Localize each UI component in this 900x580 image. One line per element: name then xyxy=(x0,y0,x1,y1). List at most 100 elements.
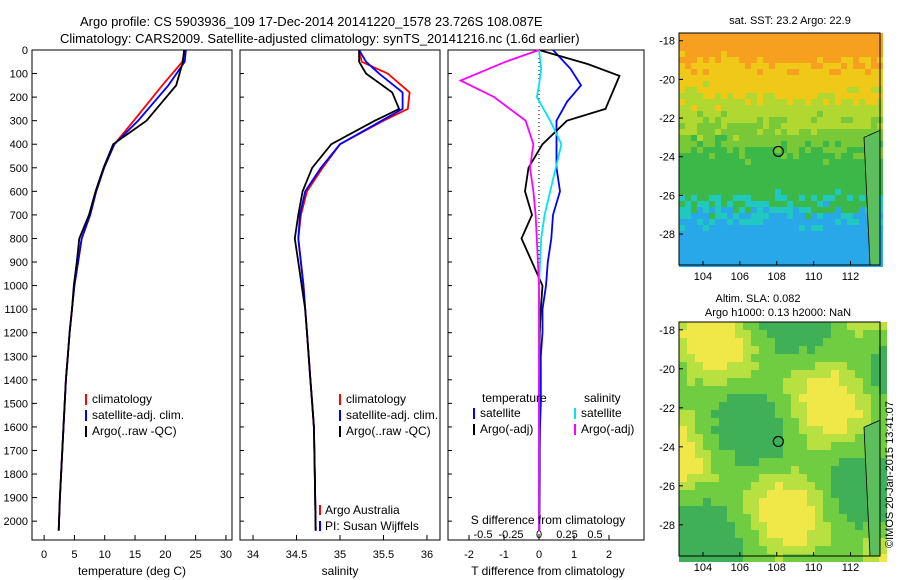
map-cell xyxy=(703,159,709,165)
map-cell xyxy=(823,434,831,442)
map-cell xyxy=(775,498,783,506)
map-cell xyxy=(751,426,759,434)
map-cell xyxy=(739,249,745,255)
map-cell xyxy=(719,522,727,530)
map-cell xyxy=(859,189,865,195)
map-cell xyxy=(839,338,847,346)
map-cell xyxy=(775,506,783,514)
map-cell xyxy=(829,69,835,75)
map-cell xyxy=(703,183,709,189)
map-cell xyxy=(799,255,805,261)
map-cell xyxy=(793,69,799,75)
map-cell xyxy=(839,514,847,522)
map-cell xyxy=(703,370,711,378)
map-cell xyxy=(871,386,879,394)
map-cell xyxy=(791,546,799,554)
map-cell xyxy=(757,87,763,93)
map-cell xyxy=(847,171,853,177)
map-cell xyxy=(679,255,685,261)
map-cell xyxy=(811,183,817,189)
map-cell xyxy=(815,394,823,402)
map-cell xyxy=(799,57,805,63)
map-cell xyxy=(847,538,855,546)
map-cell xyxy=(817,243,823,249)
map-cell xyxy=(815,482,823,490)
map-cell xyxy=(847,159,853,165)
map-cell xyxy=(823,51,829,57)
map-cell xyxy=(721,189,727,195)
depth-tick-label-0: 0 xyxy=(22,45,28,57)
map-cell xyxy=(831,370,839,378)
map-cell xyxy=(739,33,745,39)
map-cell xyxy=(787,147,793,153)
map-cell xyxy=(751,63,757,69)
map-cell xyxy=(817,261,823,267)
map-cell xyxy=(879,338,887,346)
map-cell xyxy=(781,219,787,225)
map-cell xyxy=(799,63,805,69)
float-location-marker xyxy=(772,145,784,158)
map-cell xyxy=(841,57,847,63)
difference-series xyxy=(458,49,621,531)
map-cell xyxy=(791,354,799,362)
map-cell xyxy=(743,530,751,538)
map-cell xyxy=(711,338,719,346)
map-cell xyxy=(719,370,727,378)
map-cell xyxy=(727,75,733,81)
map-cell xyxy=(787,123,793,129)
map-cell xyxy=(703,249,709,255)
map-cell xyxy=(775,354,783,362)
map-cell xyxy=(847,362,855,370)
map-cell xyxy=(815,546,823,554)
map-cell xyxy=(751,165,757,171)
map-cell xyxy=(823,450,831,458)
map-cell xyxy=(733,219,739,225)
legend-label-0: climatology xyxy=(92,392,152,406)
map-cell xyxy=(721,117,727,123)
map-cell xyxy=(745,39,751,45)
s-tick-label-3: 0.25 xyxy=(556,529,577,541)
map-cell xyxy=(703,231,709,237)
map-cell xyxy=(799,261,805,267)
map-cell xyxy=(841,51,847,57)
map-cell xyxy=(703,474,711,482)
map-cell xyxy=(823,93,829,99)
map-cell xyxy=(703,546,711,554)
map-cell xyxy=(831,466,839,474)
map-cell xyxy=(757,207,763,213)
map-cell xyxy=(847,201,853,207)
map-cell xyxy=(687,354,695,362)
map-cell xyxy=(685,105,691,111)
map-cell xyxy=(769,87,775,93)
map-cell xyxy=(769,243,775,249)
map-cell xyxy=(823,466,831,474)
salinity-series xyxy=(293,49,411,531)
map-cell xyxy=(687,338,695,346)
map-cell xyxy=(711,458,719,466)
map-cell xyxy=(763,171,769,177)
map-cell xyxy=(751,171,757,177)
map-cell xyxy=(841,123,847,129)
map-cell xyxy=(727,330,735,338)
map-cell xyxy=(691,153,697,159)
map-cell xyxy=(735,482,743,490)
map-cell xyxy=(679,506,687,514)
map-cell xyxy=(697,33,703,39)
map-cell xyxy=(745,261,751,267)
map-cell xyxy=(719,546,727,554)
map-cell xyxy=(735,506,743,514)
map-cell xyxy=(829,75,835,81)
map-cell xyxy=(735,338,743,346)
map-cell xyxy=(709,225,715,231)
map-cell xyxy=(811,159,817,165)
map-cell xyxy=(719,538,727,546)
map-cell xyxy=(781,147,787,153)
map-cell xyxy=(815,370,823,378)
map-cell xyxy=(775,93,781,99)
map-cell xyxy=(879,546,887,554)
map-cell xyxy=(727,207,733,213)
map-cell xyxy=(863,522,871,530)
map-cell xyxy=(791,394,799,402)
map-cell xyxy=(847,105,853,111)
map-cell xyxy=(679,346,687,354)
